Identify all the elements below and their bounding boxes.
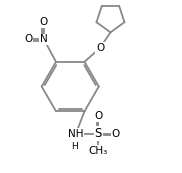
Text: N: N [40,34,48,44]
Text: CH₃: CH₃ [89,146,108,156]
Text: H: H [72,142,78,151]
Text: NH: NH [68,129,84,139]
Text: O: O [24,34,32,44]
Text: O: O [112,129,120,139]
Text: S: S [95,127,102,140]
Text: O: O [96,43,104,53]
Text: O: O [94,111,102,121]
Text: O: O [40,17,48,27]
